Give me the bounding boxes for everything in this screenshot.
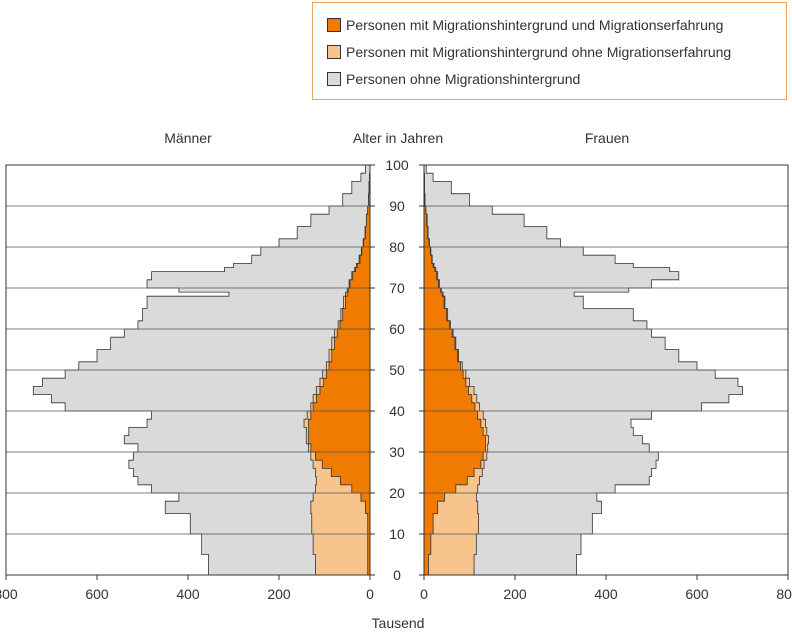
x-tick-label: 600 (85, 586, 109, 602)
legend: Personen mit Migrationshintergrund und M… (312, 2, 787, 100)
legend-label: Personen mit Migrationshintergrund ohne … (346, 44, 732, 60)
x-axis-label: Tausend (372, 615, 425, 631)
y-tick-label: 40 (389, 403, 405, 419)
y-tick-label: 90 (389, 198, 405, 214)
y-tick-label: 50 (389, 362, 405, 378)
x-tick-label: 0 (420, 586, 428, 602)
y-tick-label: 30 (389, 444, 405, 460)
y-tick-label: 100 (385, 157, 409, 173)
axes: 0 10 20 30 40 50 60 70 80 90 100 800 600 400 200 0 0 200 4… (0, 157, 792, 602)
legend-swatch-no-background (327, 72, 341, 86)
legend-label: Personen mit Migrationshintergrund und M… (346, 17, 724, 33)
legend-item: Personen ohne Migrationshintergrund (327, 69, 580, 89)
legend-label: Personen ohne Migrationshintergrund (346, 71, 581, 87)
y-tick-label: 10 (389, 526, 405, 542)
x-tick-label: 400 (176, 586, 200, 602)
x-tick-label: 0 (366, 586, 374, 602)
x-tick-label: 800 (776, 586, 792, 602)
x-tick-label: 200 (503, 586, 527, 602)
legend-swatch-with-experience (327, 18, 341, 32)
y-tick-label: 60 (389, 321, 405, 337)
x-tick-label: 200 (267, 586, 291, 602)
x-tick-label: 800 (0, 586, 18, 602)
title-men: Männer (164, 130, 212, 146)
x-tick-label: 600 (685, 586, 709, 602)
legend-item: Personen mit Migrationshintergrund und M… (327, 15, 723, 35)
y-tick-label: 70 (389, 280, 405, 296)
legend-item: Personen mit Migrationshintergrund ohne … (327, 42, 731, 62)
y-tick-label: 0 (393, 567, 401, 583)
legend-swatch-without-experience (327, 45, 341, 59)
title-age: Alter in Jahren (353, 130, 443, 146)
x-tick-label: 400 (594, 586, 618, 602)
y-tick-label: 80 (389, 239, 405, 255)
title-women: Frauen (585, 130, 629, 146)
y-tick-label: 20 (389, 485, 405, 501)
